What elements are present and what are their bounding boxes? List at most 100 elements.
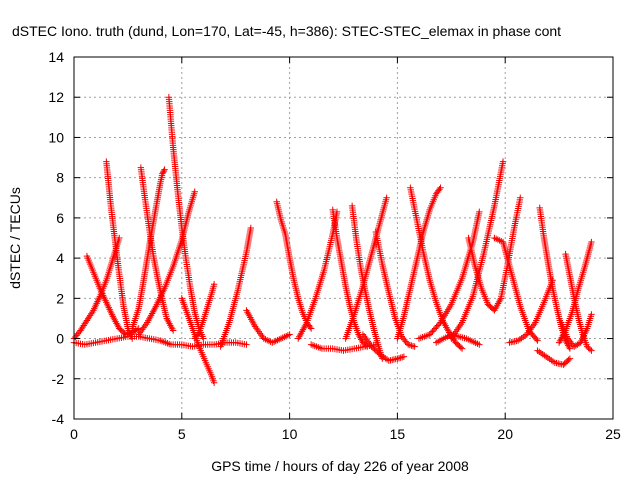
- x-tick-label: 5: [178, 426, 186, 442]
- chart-title: dSTEC Iono. truth (dund, Lon=170, Lat=-4…: [12, 23, 561, 39]
- data-points: [70, 94, 595, 386]
- series-15: [307, 341, 380, 354]
- series-19: [359, 331, 408, 364]
- y-tick-label: 12: [48, 89, 64, 105]
- series-22: [407, 184, 466, 352]
- data-point: [588, 311, 595, 318]
- tick-labels: 0 5 10 15 20 25 -4 -2 0 2 4 6 8 10 12 14: [48, 49, 621, 442]
- data-point: [372, 347, 380, 354]
- data-point: [359, 339, 367, 346]
- series-30: [534, 347, 574, 368]
- series-9: [135, 188, 198, 338]
- data-point: [404, 341, 412, 348]
- series-27: [491, 234, 541, 344]
- data-point: [394, 355, 401, 362]
- data-point: [368, 343, 375, 350]
- series-10: [191, 281, 218, 342]
- y-tick-label: 6: [56, 210, 64, 226]
- series-17: [348, 202, 386, 362]
- data-point: [568, 340, 575, 347]
- data-point: [399, 334, 407, 342]
- data-point: [435, 320, 443, 328]
- data-point: [458, 345, 466, 352]
- x-tick-label: 20: [497, 426, 513, 442]
- y-tick-label: 4: [56, 250, 64, 266]
- data-point: [369, 344, 377, 352]
- x-tick-label: 15: [390, 426, 406, 442]
- data-point: [74, 330, 82, 337]
- series-13: [273, 198, 315, 332]
- grid-lines: [74, 57, 613, 419]
- data-point: [75, 328, 83, 336]
- data-point: [499, 158, 507, 165]
- data-point: [574, 341, 581, 348]
- y-tick-label: 14: [48, 49, 64, 65]
- y-axis-label: dSTEC / TECUs: [7, 187, 23, 289]
- data-point: [191, 188, 198, 195]
- series-21: [394, 184, 444, 342]
- data-point: [565, 356, 572, 364]
- data-point: [400, 353, 408, 360]
- data-point: [429, 328, 436, 335]
- data-point: [357, 336, 365, 343]
- series-33: [558, 311, 595, 350]
- data-point: [426, 331, 433, 338]
- data-point: [161, 166, 168, 173]
- data-point: [307, 325, 315, 332]
- data-point: [433, 323, 440, 331]
- data-point: [406, 341, 413, 349]
- data-point: [371, 346, 378, 353]
- y-tick-label: 0: [56, 331, 64, 347]
- series-23: [415, 208, 483, 342]
- data-point: [565, 336, 573, 344]
- data-point: [200, 335, 207, 342]
- series-11: [217, 224, 254, 350]
- data-point: [169, 327, 177, 334]
- data-point: [159, 170, 166, 177]
- data-point: [397, 354, 404, 361]
- series-8: [178, 295, 218, 386]
- x-tick-label: 25: [605, 426, 621, 442]
- plot-frame: [73, 56, 614, 420]
- series-12: [243, 307, 293, 346]
- data-point: [210, 379, 218, 386]
- data-point: [585, 344, 592, 352]
- data-point: [476, 208, 483, 216]
- data-point: [286, 331, 293, 338]
- data-point: [401, 336, 408, 343]
- data-point: [194, 330, 202, 338]
- data-point: [210, 281, 218, 288]
- data-point: [476, 341, 483, 348]
- series-32: [562, 250, 595, 354]
- y-tick-label: -2: [52, 371, 65, 387]
- data-point: [427, 329, 435, 337]
- data-point: [534, 337, 541, 344]
- data-point: [129, 335, 136, 342]
- data-point: [457, 344, 464, 351]
- data-point: [402, 338, 409, 345]
- data-point: [243, 341, 250, 348]
- data-point: [159, 169, 167, 176]
- data-point: [434, 322, 442, 329]
- series-14: [295, 208, 341, 342]
- data-point: [572, 342, 580, 349]
- x-axis-label: GPS time / hours of day 226 of year 2008: [211, 458, 469, 474]
- data-point: [130, 328, 138, 335]
- series-29: [536, 204, 574, 352]
- data-point: [566, 355, 574, 362]
- data-point: [409, 342, 417, 350]
- plot-border: [73, 56, 614, 420]
- data-point: [72, 333, 79, 341]
- data-point: [567, 338, 574, 345]
- series-16: [329, 206, 371, 350]
- data-point: [361, 340, 368, 348]
- y-tick-label: 8: [56, 170, 64, 186]
- series-3: [83, 252, 142, 338]
- series-18: [342, 194, 390, 342]
- series-6: [137, 164, 177, 334]
- series-5: [129, 166, 168, 332]
- data-point: [583, 343, 591, 350]
- series-4: [103, 158, 136, 342]
- data-point: [408, 342, 415, 349]
